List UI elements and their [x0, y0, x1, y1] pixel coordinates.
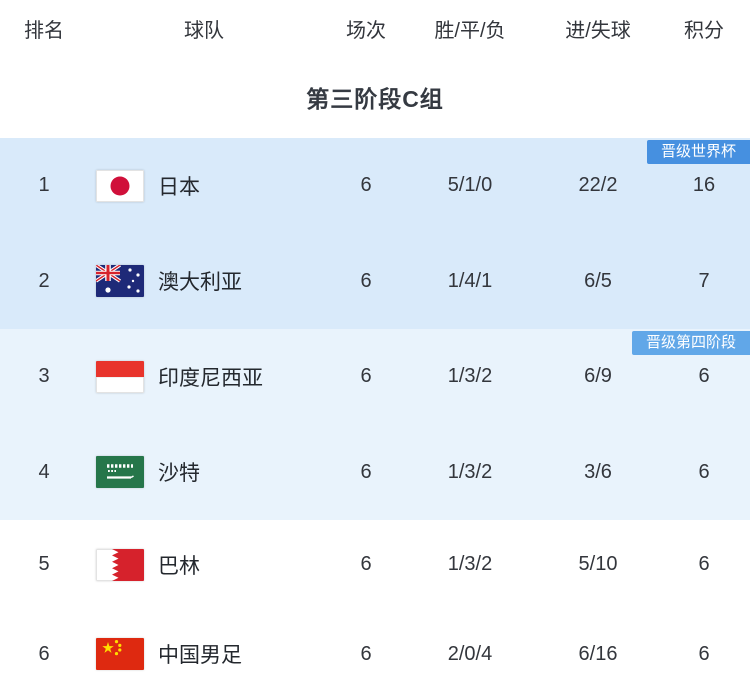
matches-value: 6	[360, 174, 372, 197]
bahrain-flag-icon	[96, 548, 144, 581]
rank-value: 1	[38, 174, 50, 197]
column-header-wdl: 胜/平/负	[434, 19, 506, 42]
table-row[interactable]: 2	[0, 234, 750, 330]
points-value: 7	[698, 269, 710, 292]
saudi-arabia-flag-icon	[96, 456, 144, 489]
table-row[interactable]: 1 日本 6 5/1/0 22/2 16	[0, 138, 750, 234]
promotion-badge-fourth-stage: 晋级第四阶段	[631, 331, 750, 355]
rank-value: 6	[38, 642, 50, 665]
promotion-badge-world-cup: 晋级世界杯	[646, 140, 750, 164]
team-cell: 日本	[88, 169, 320, 202]
goals-value: 3/6	[584, 460, 612, 483]
rank-value: 5	[38, 553, 50, 576]
matches-value: 6	[360, 365, 372, 388]
column-header-rank: 排名	[24, 19, 64, 42]
team-name: 中国男足	[158, 644, 242, 668]
rank-value: 3	[38, 365, 50, 388]
points-value: 6	[698, 460, 710, 483]
table-row[interactable]: 5 巴林 6 1/3/2 5/10 6	[0, 520, 750, 610]
section-fourth-stage-qualified: 晋级第四阶段 3 印度尼西亚 6 1/3/2 6/9 6 4	[0, 329, 750, 520]
column-header-team: 球队	[184, 19, 224, 42]
points-value: 6	[698, 365, 710, 388]
column-header-goals: 进/失球	[565, 19, 631, 42]
wdl-value: 5/1/0	[447, 174, 493, 197]
australia-flag-icon	[96, 265, 144, 298]
wdl-value: 1/3/2	[447, 365, 493, 388]
team-name: 澳大利亚	[158, 271, 242, 295]
team-name: 巴林	[158, 554, 200, 578]
team-name: 印度尼西亚	[158, 366, 263, 390]
team-cell: 印度尼西亚	[88, 360, 320, 393]
goals-value: 5/10	[578, 553, 618, 576]
matches-value: 6	[360, 642, 372, 665]
column-header-matches: 场次	[346, 19, 386, 42]
section-eliminated: 5 巴林 6 1/3/2 5/10 6 6	[0, 520, 750, 699]
wdl-value: 1/3/2	[447, 553, 493, 576]
group-title: 第三阶段C组	[306, 86, 444, 112]
team-cell: 沙特	[88, 456, 320, 489]
goals-value: 6/5	[584, 269, 612, 292]
points-value: 6	[698, 642, 710, 665]
column-header-points: 积分	[684, 19, 724, 42]
table-row[interactable]: 3 印度尼西亚 6 1/3/2 6/9 6	[0, 329, 750, 425]
rank-value: 4	[38, 460, 50, 483]
wdl-value: 2/0/4	[447, 642, 493, 665]
team-cell: 澳大利亚	[88, 265, 320, 298]
indonesia-flag-icon	[96, 360, 144, 393]
team-name: 沙特	[158, 462, 200, 486]
table-row[interactable]: 6 中国男足 6 2/0/4 6/16 6	[0, 610, 750, 699]
table-header-row: 排名 球队 场次 胜/平/负 进/失球 积分	[0, 0, 750, 56]
wdl-value: 1/3/2	[447, 460, 493, 483]
goals-value: 6/9	[584, 365, 612, 388]
team-cell: 中国男足	[88, 638, 320, 671]
wdl-value: 1/4/1	[447, 269, 493, 292]
matches-value: 6	[360, 269, 372, 292]
goals-value: 22/2	[578, 174, 618, 197]
matches-value: 6	[360, 460, 372, 483]
team-cell: 巴林	[88, 548, 320, 581]
table-row[interactable]: 4 沙特 6 1/3/2 3/6 6	[0, 425, 750, 521]
points-value: 16	[692, 174, 716, 197]
section-world-cup-qualified: 晋级世界杯 1 日本 6 5/1/0 22/2 16 2	[0, 138, 750, 329]
team-name: 日本	[158, 175, 200, 199]
goals-value: 6/16	[578, 642, 618, 665]
points-value: 6	[698, 553, 710, 576]
china-flag-icon	[96, 638, 144, 671]
matches-value: 6	[360, 553, 372, 576]
rank-value: 2	[38, 269, 50, 292]
japan-flag-icon	[96, 169, 144, 202]
